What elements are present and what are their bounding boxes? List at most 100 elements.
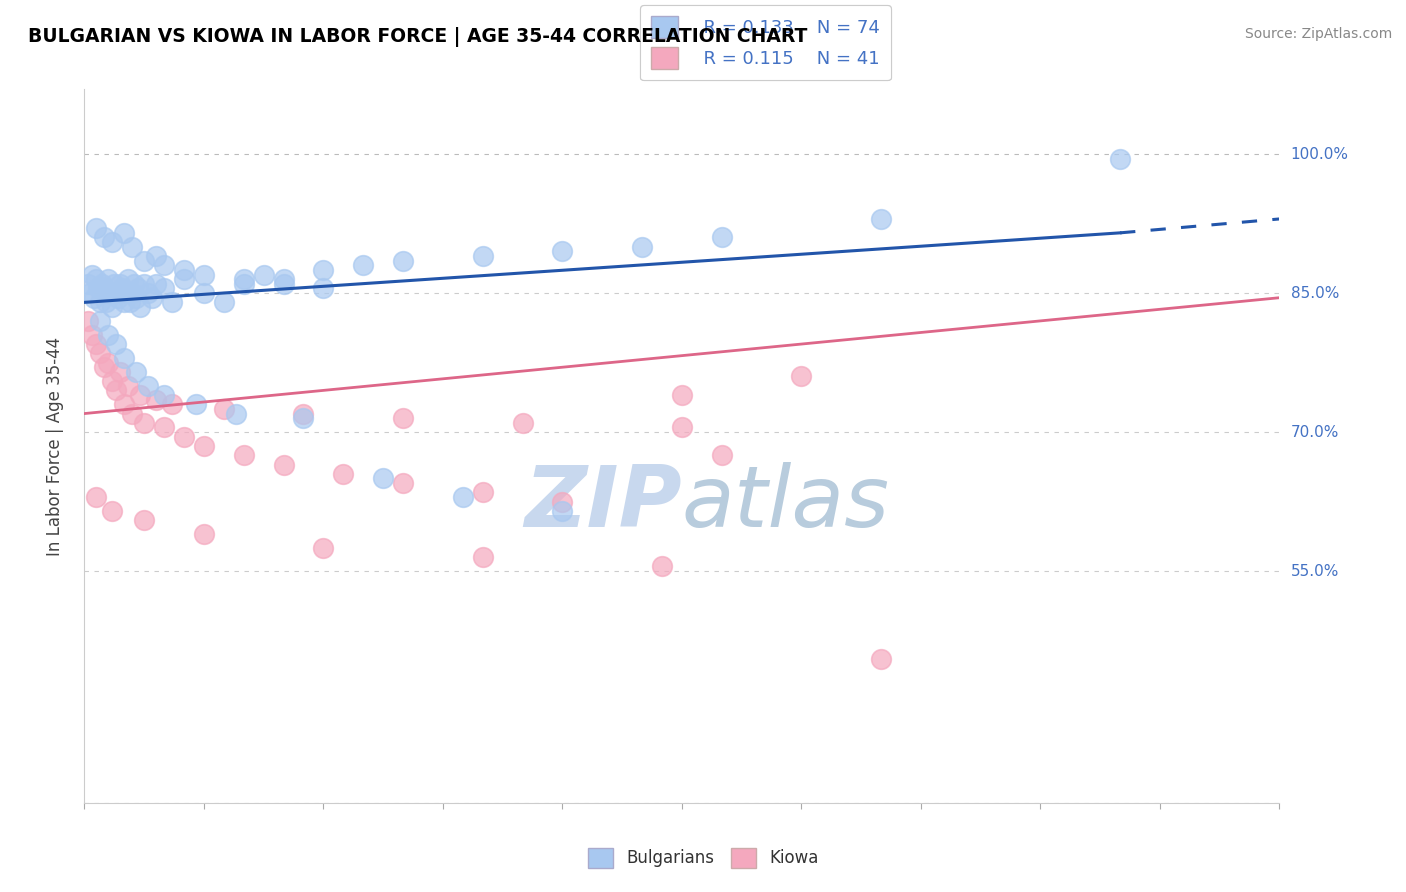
Point bbox=[97, 327, 120, 342]
Point bbox=[93, 281, 115, 295]
Text: BULGARIAN VS KIOWA IN LABOR FORCE | AGE 35-44 CORRELATION CHART: BULGARIAN VS KIOWA IN LABOR FORCE | AGE … bbox=[28, 27, 807, 46]
Point bbox=[111, 281, 134, 295]
Point bbox=[132, 253, 156, 268]
Point bbox=[193, 439, 215, 453]
Point bbox=[86, 221, 108, 235]
Point bbox=[93, 360, 115, 375]
Point bbox=[121, 286, 143, 301]
Point bbox=[671, 388, 693, 402]
Point bbox=[112, 226, 135, 240]
Point bbox=[551, 504, 574, 518]
Point bbox=[107, 291, 129, 305]
Point bbox=[392, 253, 415, 268]
Point bbox=[136, 378, 159, 392]
Point bbox=[153, 281, 176, 295]
Point bbox=[273, 458, 295, 472]
Point bbox=[98, 286, 121, 301]
Legend: Bulgarians, Kiowa: Bulgarians, Kiowa bbox=[581, 841, 825, 875]
Y-axis label: In Labor Force | Age 35-44: In Labor Force | Age 35-44 bbox=[45, 336, 63, 556]
Legend:   R = 0.133    N = 74,   R = 0.115    N = 41: R = 0.133 N = 74, R = 0.115 N = 41 bbox=[640, 5, 891, 80]
Point bbox=[117, 272, 139, 286]
Point bbox=[125, 291, 148, 305]
Point bbox=[101, 235, 124, 249]
Point bbox=[332, 467, 354, 481]
Point bbox=[132, 513, 156, 527]
Point bbox=[471, 485, 494, 500]
Point bbox=[101, 504, 124, 518]
Point bbox=[232, 277, 254, 291]
Point bbox=[89, 314, 111, 328]
Point bbox=[870, 652, 893, 666]
Point bbox=[89, 295, 111, 310]
Point bbox=[471, 550, 494, 565]
Point bbox=[141, 291, 163, 305]
Point bbox=[97, 355, 120, 369]
Point bbox=[651, 559, 673, 574]
Point bbox=[292, 407, 315, 421]
Point bbox=[153, 258, 176, 272]
Point bbox=[132, 416, 156, 430]
Point bbox=[153, 388, 176, 402]
Point bbox=[112, 351, 135, 365]
Text: 85.0%: 85.0% bbox=[1291, 285, 1339, 301]
Text: 100.0%: 100.0% bbox=[1291, 146, 1348, 161]
Point bbox=[232, 448, 254, 462]
Point bbox=[352, 258, 374, 272]
Point bbox=[77, 277, 100, 291]
Point bbox=[153, 420, 176, 434]
Point bbox=[96, 295, 118, 310]
Point bbox=[671, 420, 693, 434]
Point bbox=[117, 378, 139, 392]
Point bbox=[292, 411, 315, 425]
Point bbox=[870, 211, 893, 226]
Point bbox=[225, 407, 247, 421]
Point bbox=[120, 295, 142, 310]
Point bbox=[212, 295, 235, 310]
Point bbox=[312, 263, 335, 277]
Point bbox=[253, 268, 276, 282]
Point bbox=[160, 397, 183, 411]
Point bbox=[273, 277, 295, 291]
Text: atlas: atlas bbox=[682, 461, 890, 545]
Point bbox=[312, 541, 335, 555]
Point bbox=[121, 407, 143, 421]
Point bbox=[136, 286, 159, 301]
Point bbox=[184, 397, 207, 411]
Point bbox=[101, 300, 124, 314]
Point bbox=[631, 240, 654, 254]
Point bbox=[83, 291, 105, 305]
Point bbox=[173, 430, 195, 444]
Point bbox=[145, 392, 167, 407]
Point bbox=[86, 272, 108, 286]
Point bbox=[145, 277, 167, 291]
Text: ZIP: ZIP bbox=[524, 461, 682, 545]
Point bbox=[127, 281, 149, 295]
Point bbox=[110, 365, 132, 379]
Point bbox=[232, 272, 254, 286]
Point bbox=[79, 286, 101, 301]
Point bbox=[551, 244, 574, 259]
Point bbox=[115, 286, 138, 301]
Point bbox=[129, 388, 152, 402]
Point bbox=[86, 337, 108, 351]
Point bbox=[392, 476, 415, 491]
Point bbox=[97, 272, 120, 286]
Point bbox=[471, 249, 494, 263]
Point bbox=[101, 374, 124, 388]
Point bbox=[110, 277, 132, 291]
Point bbox=[160, 295, 183, 310]
Point bbox=[710, 230, 733, 244]
Point bbox=[373, 471, 395, 485]
Point bbox=[121, 240, 143, 254]
Point bbox=[193, 268, 215, 282]
Point bbox=[173, 272, 195, 286]
Point bbox=[91, 277, 114, 291]
Point bbox=[173, 263, 195, 277]
Point bbox=[105, 286, 128, 301]
Point bbox=[122, 277, 145, 291]
Point bbox=[86, 490, 108, 504]
Text: 70.0%: 70.0% bbox=[1291, 425, 1339, 440]
Point bbox=[103, 277, 125, 291]
Point bbox=[82, 327, 104, 342]
Point bbox=[193, 527, 215, 541]
